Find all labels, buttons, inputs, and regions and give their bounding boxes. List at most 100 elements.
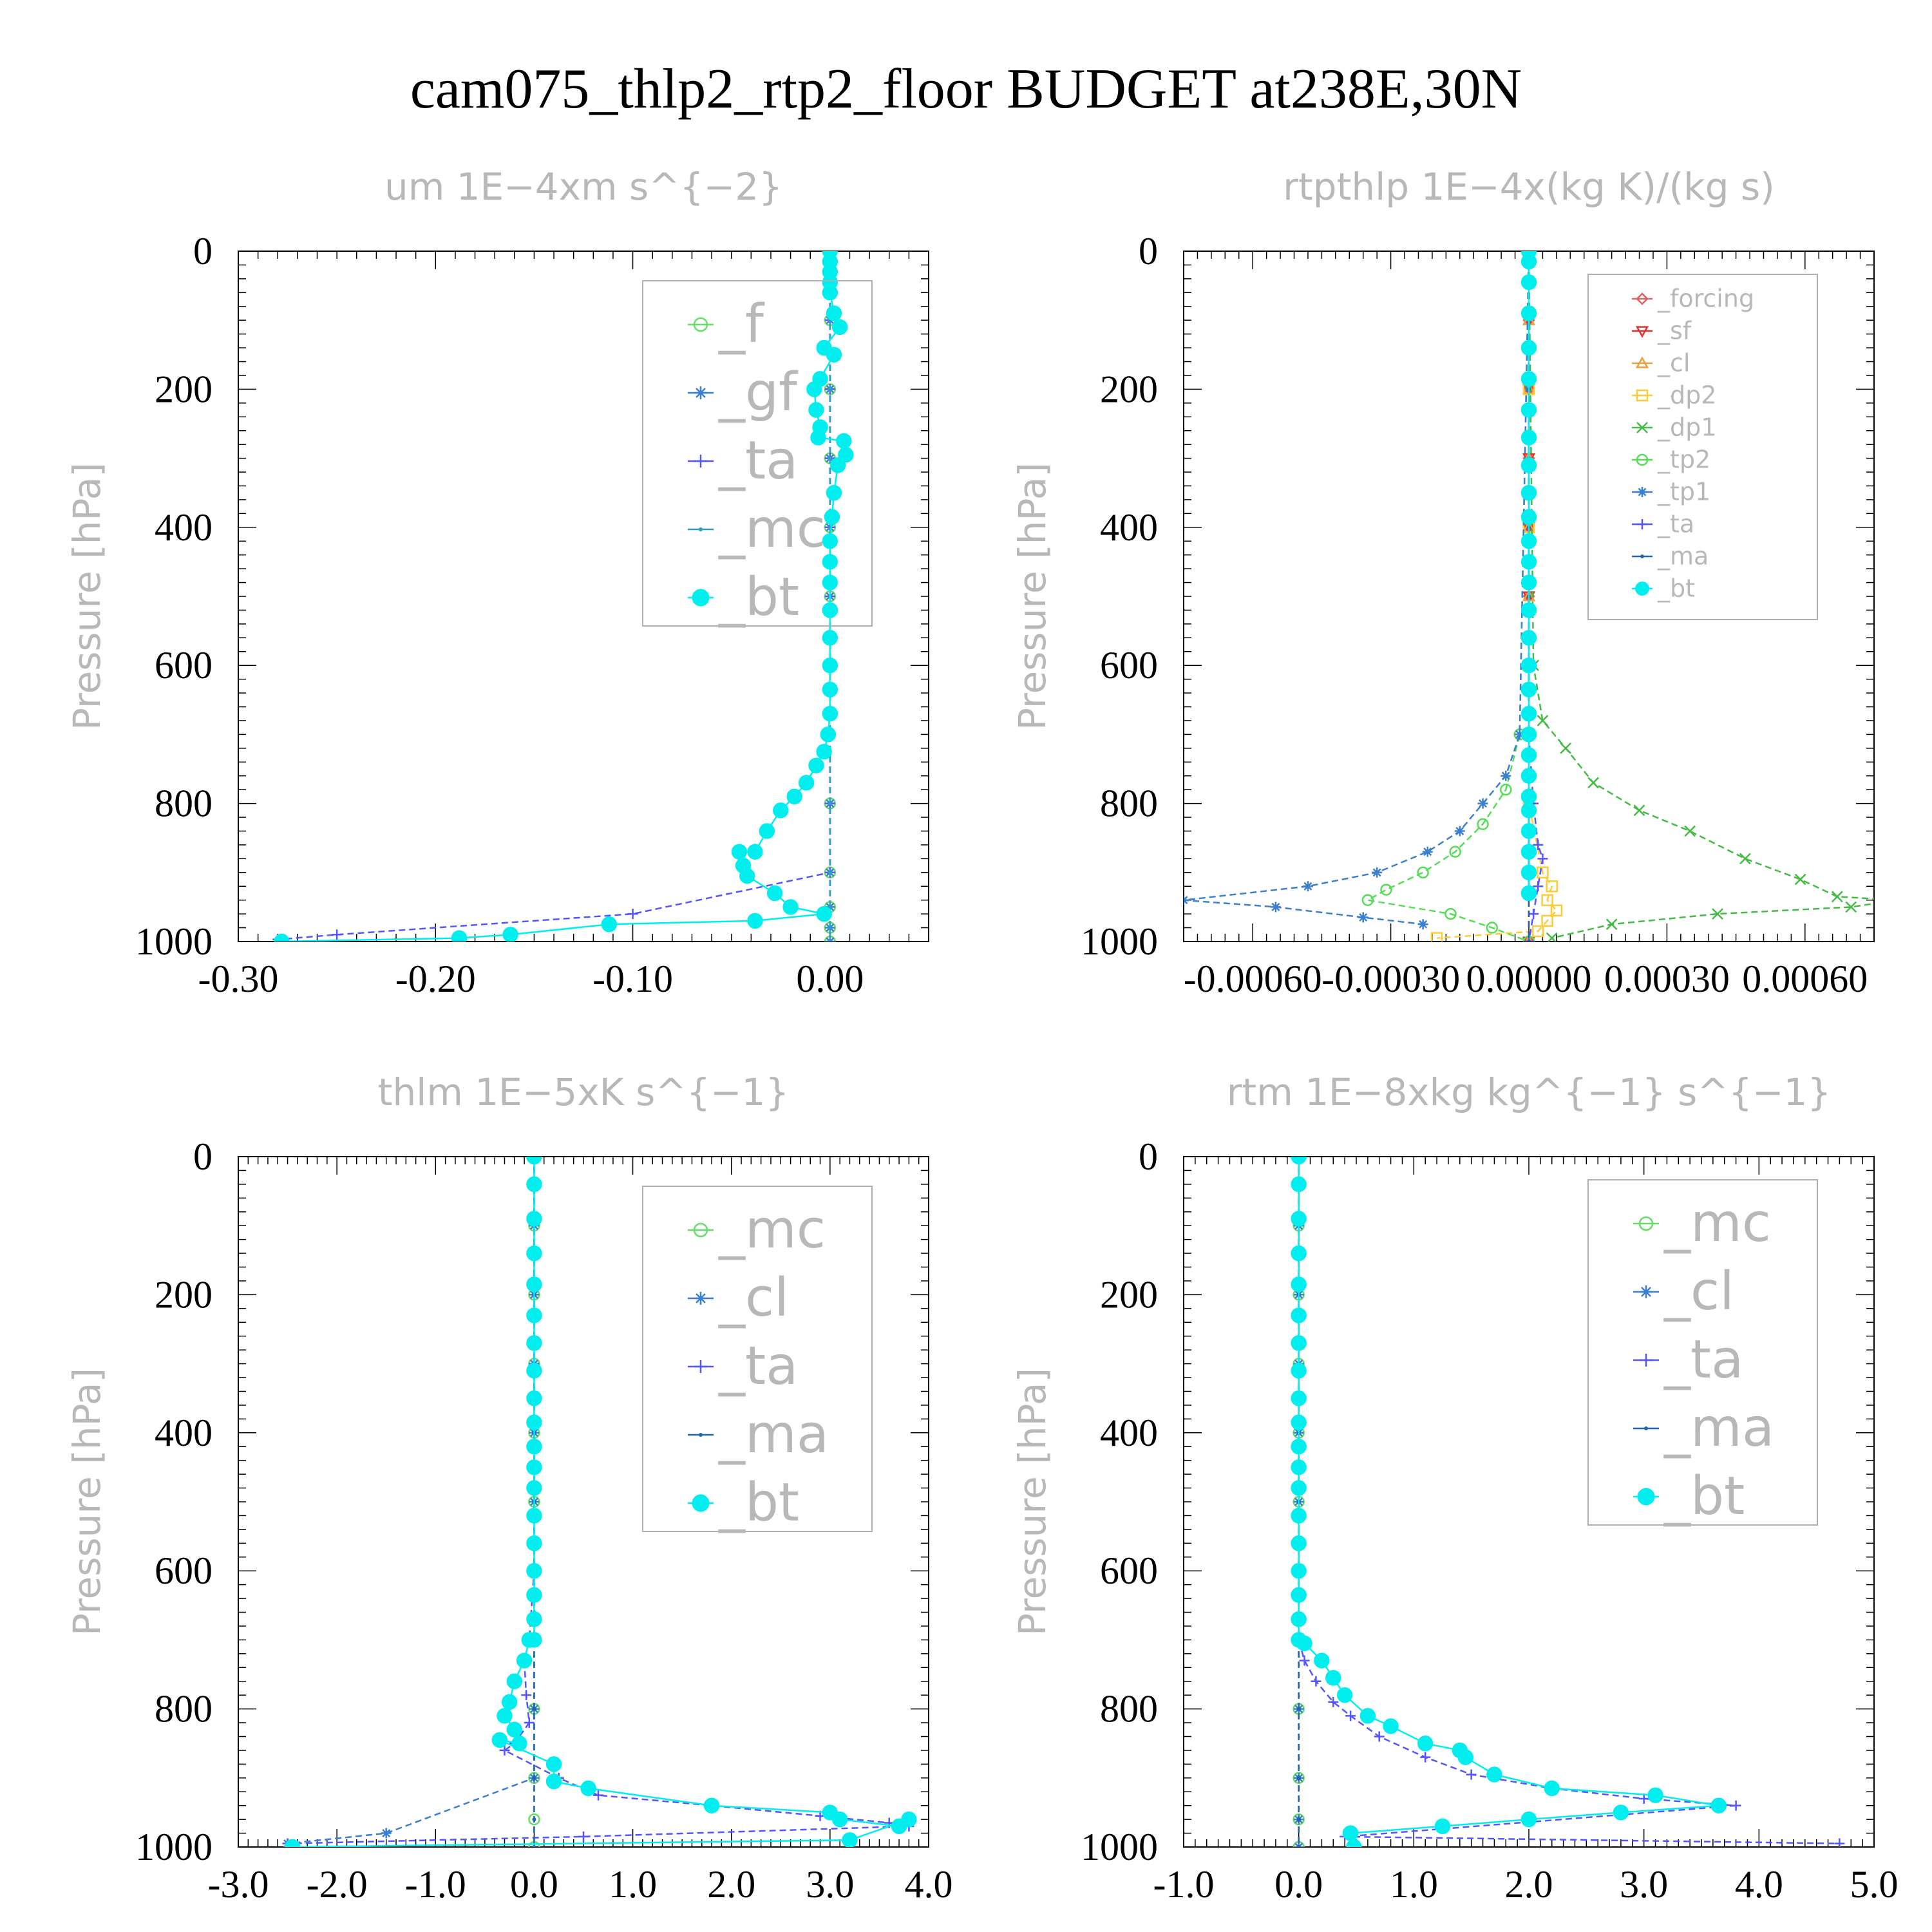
data-point: [1527, 940, 1531, 942]
data-point: [1457, 1749, 1473, 1765]
x-tick-label: -2.0: [307, 1863, 368, 1906]
data-point: [1613, 1804, 1629, 1821]
data-point: [798, 775, 815, 791]
legend-label: _cl: [1657, 349, 1690, 377]
data-point: [747, 913, 763, 929]
data-point: [826, 305, 842, 321]
x-tick-label: -3.0: [208, 1863, 269, 1906]
data-point: [1520, 885, 1537, 902]
data-point: [532, 1776, 536, 1780]
data-point: [826, 346, 842, 363]
legend-box: [1587, 1179, 1818, 1526]
data-point: [1520, 430, 1537, 446]
data-point: [1420, 1752, 1431, 1763]
data-point: [822, 533, 838, 549]
data-point: [381, 1828, 392, 1839]
x-tick-label: -0.30: [198, 958, 279, 1000]
data-point: [1291, 1335, 1307, 1351]
y-tick-label: 800: [1100, 1688, 1158, 1730]
x-tick-label: -0.20: [395, 958, 476, 1000]
data-point: [1520, 253, 1537, 270]
data-point: [1417, 1736, 1434, 1752]
legend-marker: [699, 1433, 703, 1437]
data-point: [822, 574, 838, 591]
data-point: [526, 1176, 542, 1193]
data-point: [759, 823, 775, 839]
data-point: [1291, 1307, 1307, 1323]
data-point: [1291, 1439, 1307, 1455]
data-point: [506, 1673, 522, 1689]
data-point: [822, 285, 838, 301]
y-tick-label: 400: [155, 1412, 213, 1454]
data-point: [499, 1745, 510, 1756]
data-point: [1520, 823, 1537, 839]
data-point: [1520, 788, 1537, 805]
y-axis-label: Pressure [hPa]: [65, 1368, 109, 1636]
x-tick-label: -0.00030: [1321, 958, 1460, 1000]
data-point: [1520, 554, 1537, 570]
data-point: [526, 1508, 542, 1524]
data-point: [842, 1832, 858, 1847]
legend-marker: [694, 1360, 707, 1373]
data-point: [1520, 274, 1537, 290]
data-point: [1486, 922, 1499, 934]
x-tick-label: 0.0: [510, 1863, 558, 1906]
legend-label: _ma: [718, 1404, 829, 1465]
data-point: [511, 1736, 527, 1752]
x-tick-label: 0.00060: [1742, 958, 1868, 1000]
legend-label: _sf: [1657, 317, 1692, 345]
panel-title: um 1E−4xm s^{−2}: [384, 165, 782, 209]
legend-marker: [1637, 519, 1647, 529]
y-tick-label: 600: [155, 1549, 213, 1592]
legend-label: _tp1: [1657, 478, 1710, 506]
data-point: [1546, 932, 1558, 942]
data-point: [816, 744, 832, 760]
y-tick-label: 800: [1100, 782, 1158, 825]
data-point: [545, 1773, 562, 1790]
data-point: [1359, 1708, 1376, 1724]
series-layer: [282, 1157, 917, 1847]
data-point: [820, 726, 836, 743]
x-tick-label: 2.0: [1505, 1863, 1553, 1906]
data-point: [1296, 1845, 1301, 1847]
x-tick-label: 0.00000: [1466, 958, 1592, 1000]
data-point: [274, 933, 290, 942]
legend-label: _bt: [718, 567, 799, 628]
data-point: [1520, 844, 1537, 860]
legend-marker: [1635, 582, 1649, 596]
y-tick-label: 1000: [1081, 920, 1158, 963]
legend-label: _ta: [1657, 510, 1694, 538]
legend-marker: [693, 1222, 708, 1238]
x-tick-label: -0.10: [592, 958, 673, 1000]
x-tick-label: 4.0: [905, 1863, 953, 1906]
data-point: [526, 1335, 542, 1351]
x-tick-label: 2.0: [707, 1863, 755, 1906]
legend-label: _bt: [1663, 1466, 1745, 1527]
data-point: [592, 1790, 603, 1801]
data-point: [1520, 509, 1537, 525]
data-point: [828, 387, 832, 392]
data-point: [601, 916, 618, 933]
data-point: [822, 602, 838, 618]
y-tick-label: 600: [1100, 1549, 1158, 1592]
data-point: [285, 1839, 301, 1847]
data-point: [526, 1245, 542, 1262]
data-point: [532, 1845, 536, 1847]
legend-label: _ma: [1657, 542, 1709, 571]
data-point: [1831, 891, 1843, 903]
data-point: [526, 1414, 542, 1430]
legend-label: _dp2: [1657, 381, 1716, 410]
data-point: [1296, 1707, 1301, 1711]
data-point: [1520, 485, 1537, 501]
legend-marker: [1635, 326, 1649, 338]
data-point: [1434, 1818, 1451, 1835]
data-point: [1325, 1670, 1341, 1686]
data-point: [1541, 914, 1553, 927]
y-tick-label: 0: [193, 1135, 213, 1178]
data-point: [828, 925, 832, 930]
legend-label: _ma: [1663, 1397, 1774, 1459]
data-point: [332, 929, 343, 940]
legend-label: _mc: [718, 1199, 826, 1260]
data-point: [1361, 894, 1374, 906]
legend-label: _f: [718, 294, 765, 355]
